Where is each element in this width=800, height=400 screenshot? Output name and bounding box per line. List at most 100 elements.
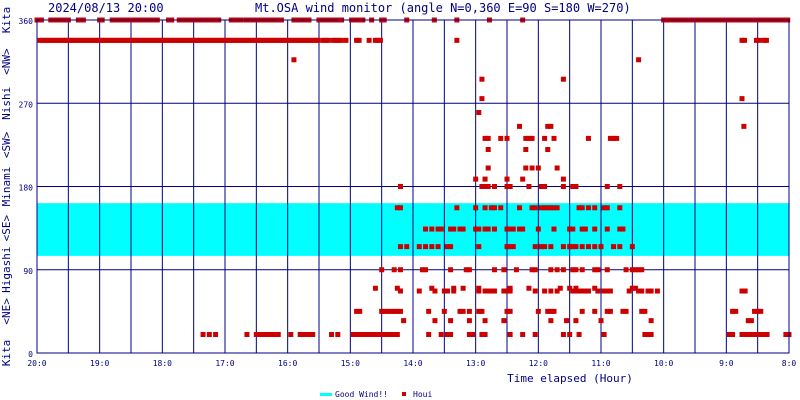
houi-point bbox=[278, 37, 284, 43]
houi-point bbox=[579, 308, 585, 314]
houi-point bbox=[300, 332, 306, 337]
houi-point bbox=[617, 184, 623, 189]
houi-point bbox=[607, 288, 613, 294]
houi-point bbox=[397, 288, 403, 294]
houi-point bbox=[504, 288, 510, 294]
y-direction-label: <NW> bbox=[0, 48, 13, 75]
houi-point bbox=[595, 267, 601, 273]
houi-point bbox=[329, 332, 335, 337]
houi-point bbox=[270, 37, 276, 43]
houi-point bbox=[726, 332, 732, 337]
houi-point bbox=[200, 37, 206, 43]
houi-point bbox=[739, 37, 745, 43]
houi-point bbox=[454, 205, 460, 211]
houi-point bbox=[404, 244, 410, 250]
houi-point bbox=[482, 318, 488, 324]
houi-point bbox=[564, 318, 570, 324]
houi-point bbox=[585, 244, 591, 250]
houi-point bbox=[263, 37, 269, 43]
y-direction-label: Kita bbox=[0, 340, 13, 367]
houi-point bbox=[764, 332, 770, 337]
houi-point bbox=[551, 226, 557, 232]
houi-point bbox=[476, 244, 482, 250]
houi-point bbox=[479, 184, 485, 189]
houi-point bbox=[763, 37, 769, 43]
x-tick-label: 8:0 bbox=[782, 359, 797, 368]
houi-point bbox=[432, 318, 438, 324]
y-tick-label: 0 bbox=[28, 350, 33, 359]
legend: Good Wind!! Houi bbox=[320, 390, 432, 399]
houi-point bbox=[567, 332, 573, 337]
houi-point bbox=[476, 308, 482, 314]
houi-point bbox=[476, 285, 482, 291]
houi-point bbox=[513, 267, 519, 273]
y-direction-label: Kita bbox=[0, 7, 13, 34]
houi-point bbox=[397, 244, 403, 250]
houi-point bbox=[97, 37, 103, 43]
houi-point bbox=[570, 244, 576, 250]
x-tick-label: 11:0 bbox=[591, 359, 610, 368]
houi-point bbox=[526, 285, 532, 291]
houi-point bbox=[444, 244, 450, 250]
houi-point bbox=[140, 37, 146, 43]
houi-point bbox=[761, 37, 767, 43]
houi-point bbox=[230, 37, 236, 43]
houi-point bbox=[592, 285, 598, 291]
houi-point bbox=[529, 135, 535, 141]
houi-point bbox=[110, 37, 116, 43]
houi-point bbox=[592, 205, 598, 211]
houi-point bbox=[535, 226, 541, 232]
houi-point bbox=[742, 288, 748, 294]
houi-point bbox=[507, 226, 513, 232]
houi-point bbox=[350, 332, 356, 337]
houi-point bbox=[620, 226, 626, 232]
timestamp: 2024/08/13 20:00 bbox=[48, 1, 164, 15]
houi-point bbox=[223, 37, 229, 43]
houi-point bbox=[617, 244, 623, 250]
houi-point bbox=[391, 267, 397, 273]
houi-point bbox=[354, 332, 360, 337]
houi-point bbox=[423, 226, 429, 232]
houi-point bbox=[753, 37, 759, 43]
houi-point bbox=[742, 332, 748, 337]
houi-point bbox=[542, 205, 548, 211]
houi-point bbox=[429, 285, 435, 291]
houi-point bbox=[648, 288, 654, 294]
houi-point bbox=[280, 37, 286, 43]
houi-point bbox=[147, 37, 153, 43]
houi-point bbox=[142, 37, 148, 43]
houi-point bbox=[576, 288, 582, 294]
houi-point bbox=[604, 308, 610, 314]
houi-point bbox=[592, 308, 598, 314]
houi-point bbox=[611, 135, 617, 141]
houi-point bbox=[607, 308, 613, 314]
houi-point bbox=[379, 308, 385, 314]
y-tick-label: 90 bbox=[23, 267, 33, 276]
x-tick-label: 14:0 bbox=[403, 359, 422, 368]
houi-point bbox=[92, 37, 98, 43]
houi-point bbox=[730, 332, 736, 337]
houi-point bbox=[601, 205, 607, 211]
houi-point bbox=[573, 267, 579, 273]
houi-point bbox=[545, 123, 551, 129]
houi-point bbox=[582, 226, 588, 232]
houi-point bbox=[479, 332, 485, 337]
houi-point bbox=[573, 285, 579, 291]
houi-point bbox=[604, 267, 610, 273]
houi-point bbox=[623, 308, 629, 314]
legend-good-wind-label: Good Wind!! bbox=[335, 390, 388, 399]
houi-point bbox=[87, 37, 93, 43]
houi-point bbox=[601, 288, 607, 294]
houi-point bbox=[388, 308, 394, 314]
houi-point bbox=[761, 332, 767, 337]
houi-point bbox=[576, 205, 582, 211]
houi-point bbox=[758, 332, 764, 337]
houi-point bbox=[482, 205, 488, 211]
houi-point bbox=[303, 332, 309, 337]
houi-point bbox=[190, 37, 196, 43]
houi-point bbox=[567, 244, 573, 250]
houi-point bbox=[397, 308, 403, 314]
houi-point bbox=[95, 37, 101, 43]
houi-point bbox=[479, 96, 485, 102]
houi-point bbox=[752, 332, 758, 337]
